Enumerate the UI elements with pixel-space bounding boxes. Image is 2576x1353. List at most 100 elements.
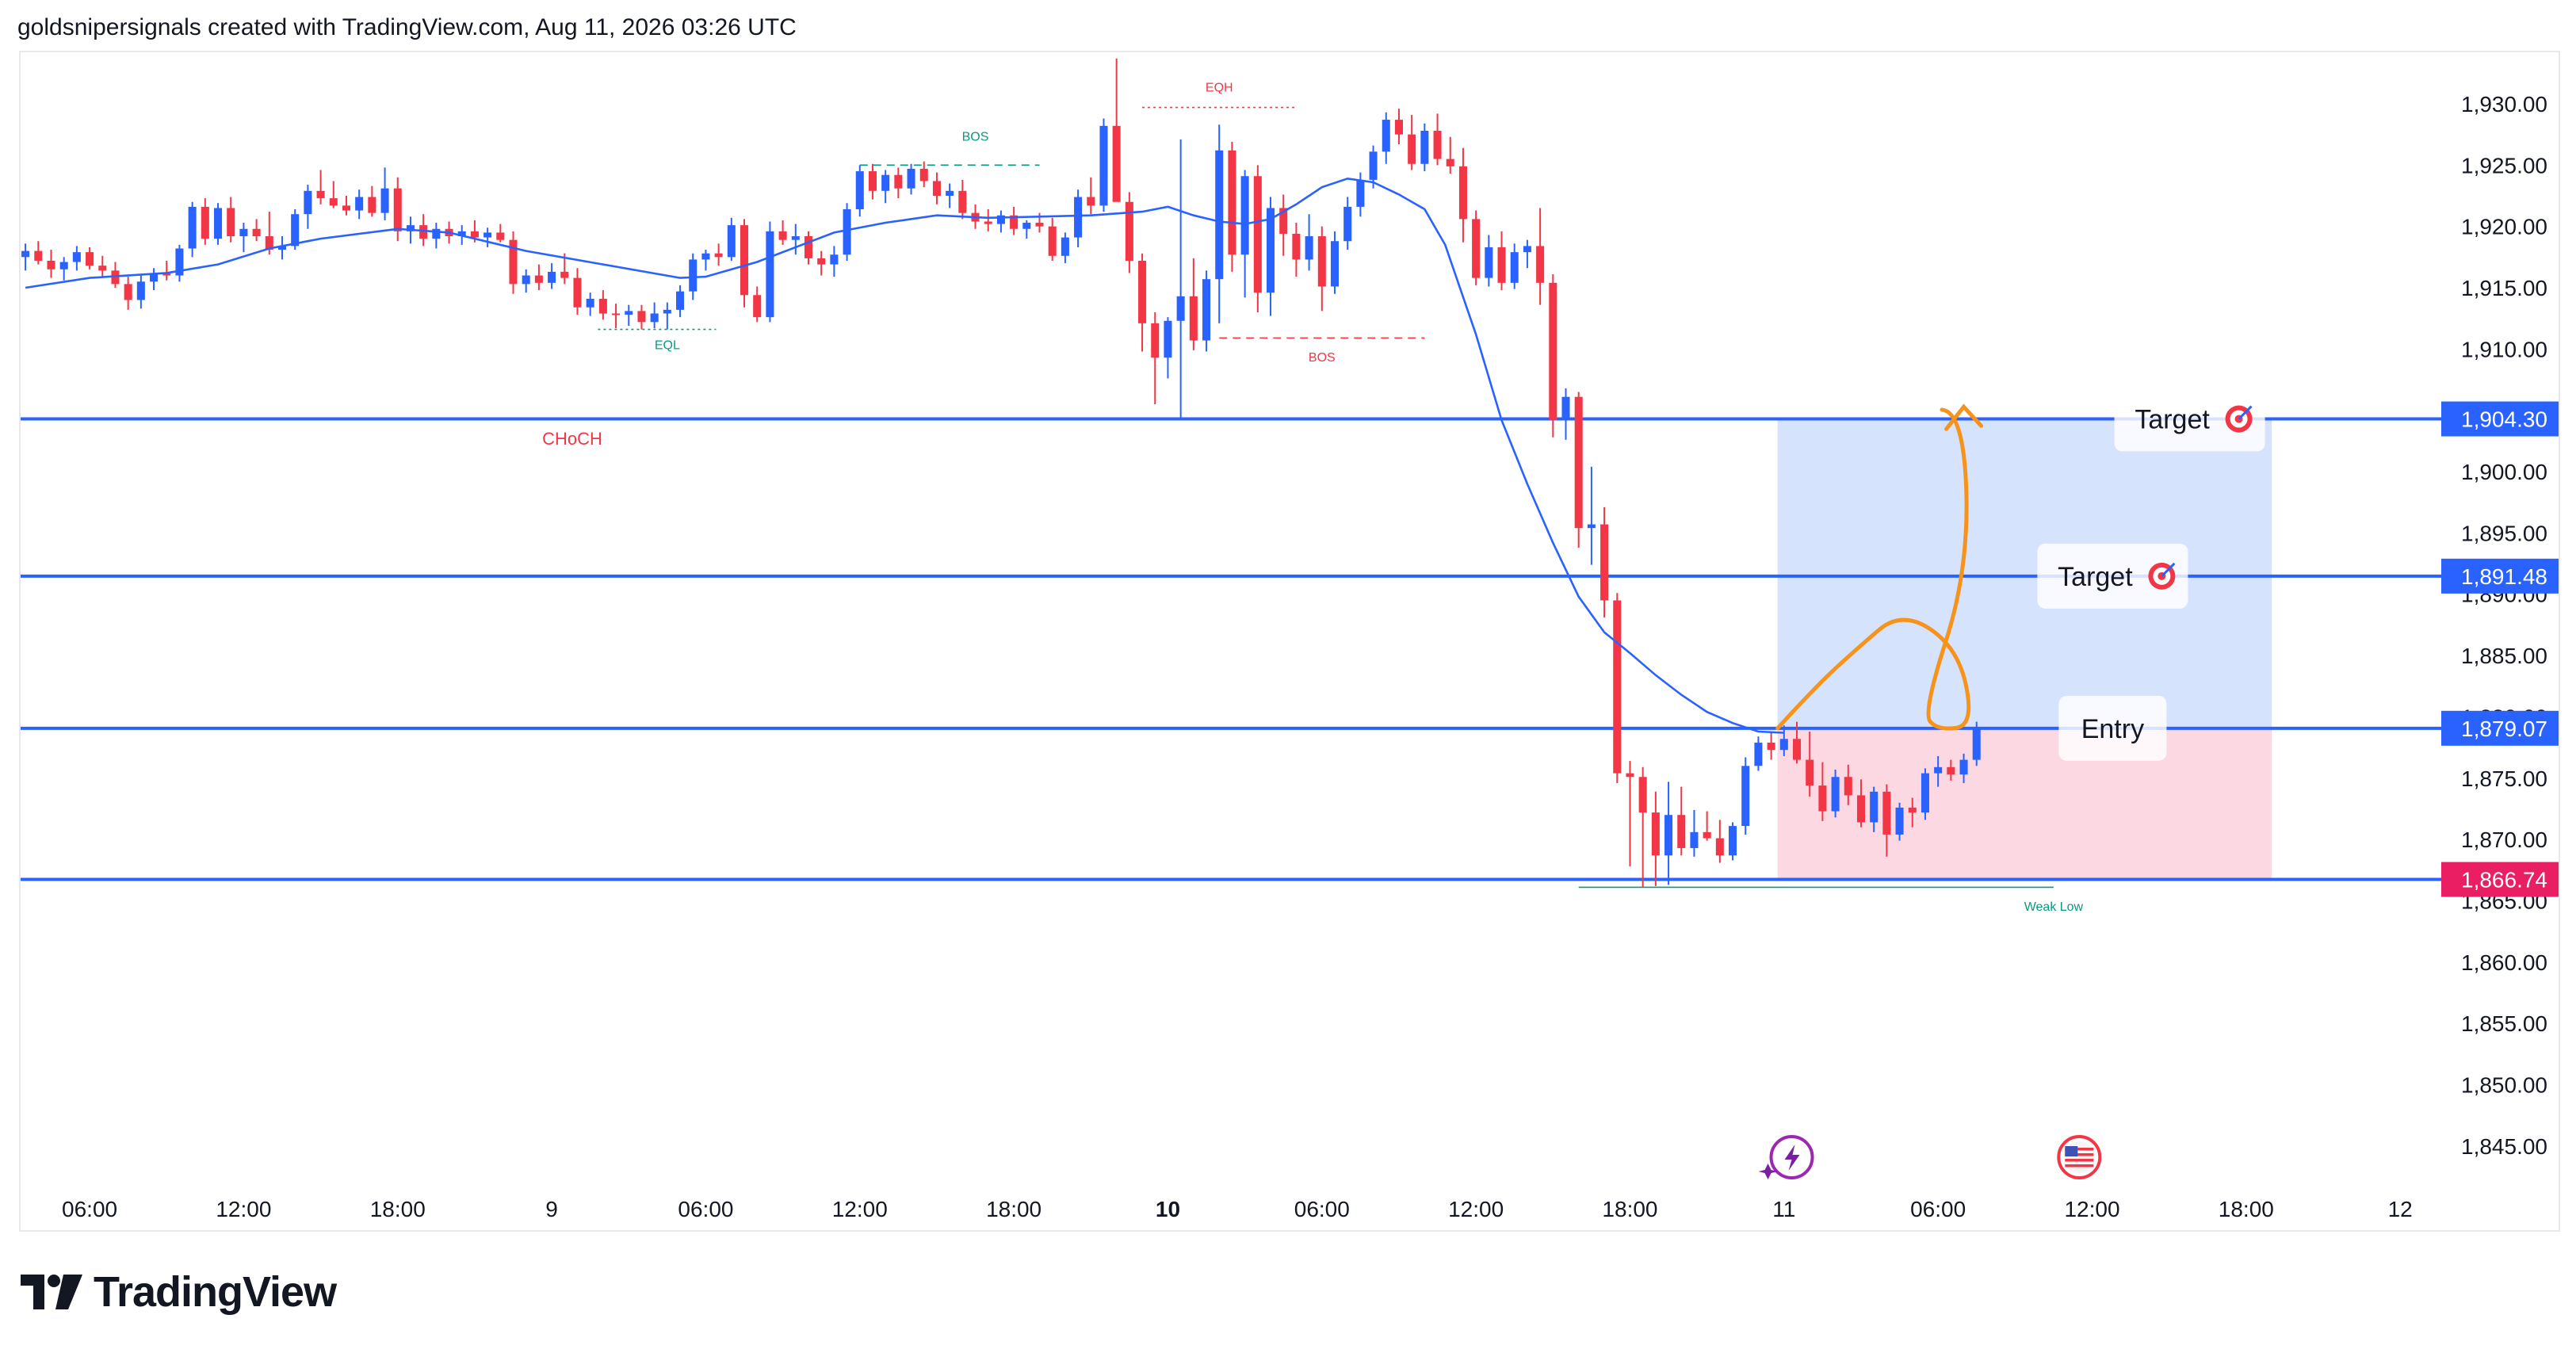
candle — [1164, 317, 1172, 379]
candle — [1087, 177, 1095, 215]
candle-body — [946, 190, 954, 196]
x-tick-label: 12:00 — [216, 1197, 271, 1221]
candle — [1228, 141, 1236, 272]
x-tick-label: 18:00 — [1602, 1197, 1657, 1221]
candle — [907, 163, 915, 195]
candle-body — [1715, 838, 1724, 856]
candle — [881, 170, 890, 204]
candle — [1292, 223, 1301, 277]
candle-body — [1433, 131, 1442, 159]
candle — [791, 224, 800, 255]
candle-body — [124, 284, 132, 300]
candle-body — [432, 228, 441, 239]
candle — [1729, 822, 1737, 861]
annotation-eql: EQL — [655, 338, 680, 352]
price-tag-target-1: 1,891.48 — [2441, 558, 2559, 594]
candle-body — [1792, 739, 1802, 760]
chart-attribution: goldsnipersignals created with TradingVi… — [17, 14, 797, 40]
candle-body — [1729, 826, 1737, 856]
candle-body — [1099, 125, 1108, 206]
candle-body — [1767, 742, 1775, 751]
candle — [1176, 139, 1185, 421]
candle-body — [598, 298, 607, 314]
candle — [329, 181, 338, 208]
price-tag-stop: 1,866.74 — [2441, 862, 2559, 897]
candle-body — [753, 295, 762, 318]
candle — [1703, 811, 1711, 841]
candle — [817, 250, 826, 276]
candle-body — [612, 313, 621, 315]
candle — [1574, 392, 1583, 548]
candle — [483, 227, 492, 247]
candle-body — [175, 248, 184, 276]
candle-body — [1074, 197, 1083, 238]
candle-body — [1189, 296, 1198, 341]
candle-body — [72, 252, 81, 262]
candle-body — [663, 309, 671, 314]
y-tick-label: 1,910.00 — [2461, 337, 2547, 361]
x-tick-label: 11 — [1772, 1197, 1795, 1221]
candle-body — [1818, 785, 1827, 812]
candle-body — [1523, 246, 1531, 253]
us-flag-event[interactable] — [2057, 1135, 2102, 1179]
candle-body — [1472, 219, 1481, 278]
candle — [650, 302, 659, 329]
candle-body — [1253, 176, 1262, 293]
candle — [432, 223, 441, 249]
target-label-mid-box — [2037, 543, 2188, 609]
candle — [919, 161, 928, 188]
candle — [1305, 214, 1313, 271]
target-icon — [2225, 405, 2253, 433]
candle-body — [86, 252, 94, 266]
sparkle-icon — [1758, 1164, 1778, 1179]
candle-body — [1677, 815, 1686, 848]
target-zone — [1777, 419, 2272, 728]
x-tick-label: 12:00 — [832, 1197, 888, 1221]
candle-body — [406, 225, 415, 231]
candle-body — [727, 225, 736, 258]
candle-body — [188, 206, 197, 249]
price-tag-target-2: 1,904.30 — [2441, 401, 2559, 437]
candle — [1626, 761, 1634, 867]
candle — [1138, 253, 1147, 352]
x-tick-label: 9 — [545, 1197, 558, 1221]
candle-body — [586, 298, 594, 308]
candle-body — [368, 197, 376, 213]
candle-body — [1690, 831, 1699, 848]
candle-body — [1831, 777, 1840, 812]
y-tick-label: 1,920.00 — [2461, 215, 2547, 239]
candle — [252, 219, 261, 242]
annotation-eqh: EQH — [1206, 82, 1233, 95]
candle — [1959, 753, 1968, 783]
target-label-mid: Target — [2037, 543, 2188, 609]
candle-body — [1536, 246, 1545, 283]
candle — [1806, 731, 1814, 797]
candle-body — [1356, 179, 1365, 207]
candle-body — [1164, 320, 1172, 358]
candle — [72, 246, 81, 271]
candle — [740, 219, 749, 308]
candle — [1510, 243, 1519, 289]
candle — [1253, 165, 1262, 312]
candle — [1561, 388, 1570, 440]
candle-body — [329, 198, 338, 206]
candle — [1420, 123, 1429, 172]
candle-body — [1741, 766, 1750, 827]
candle — [1754, 736, 1763, 771]
tradingview-logo-icon — [21, 1275, 82, 1309]
candle — [188, 201, 197, 258]
candle — [1549, 273, 1557, 438]
candle-body — [1510, 252, 1519, 283]
candle-body — [1856, 795, 1866, 823]
x-tick-label: 18:00 — [2219, 1197, 2274, 1221]
candle — [1446, 136, 1454, 174]
candle — [868, 163, 877, 200]
candle — [316, 170, 325, 204]
flag-stripe — [2065, 1159, 2094, 1162]
entry-label-box — [2058, 695, 2167, 761]
lightning-event[interactable] — [1758, 1135, 1814, 1179]
candle — [1433, 113, 1442, 166]
annotation-choch: CHoCH — [542, 429, 602, 449]
candle-body — [1112, 125, 1121, 202]
